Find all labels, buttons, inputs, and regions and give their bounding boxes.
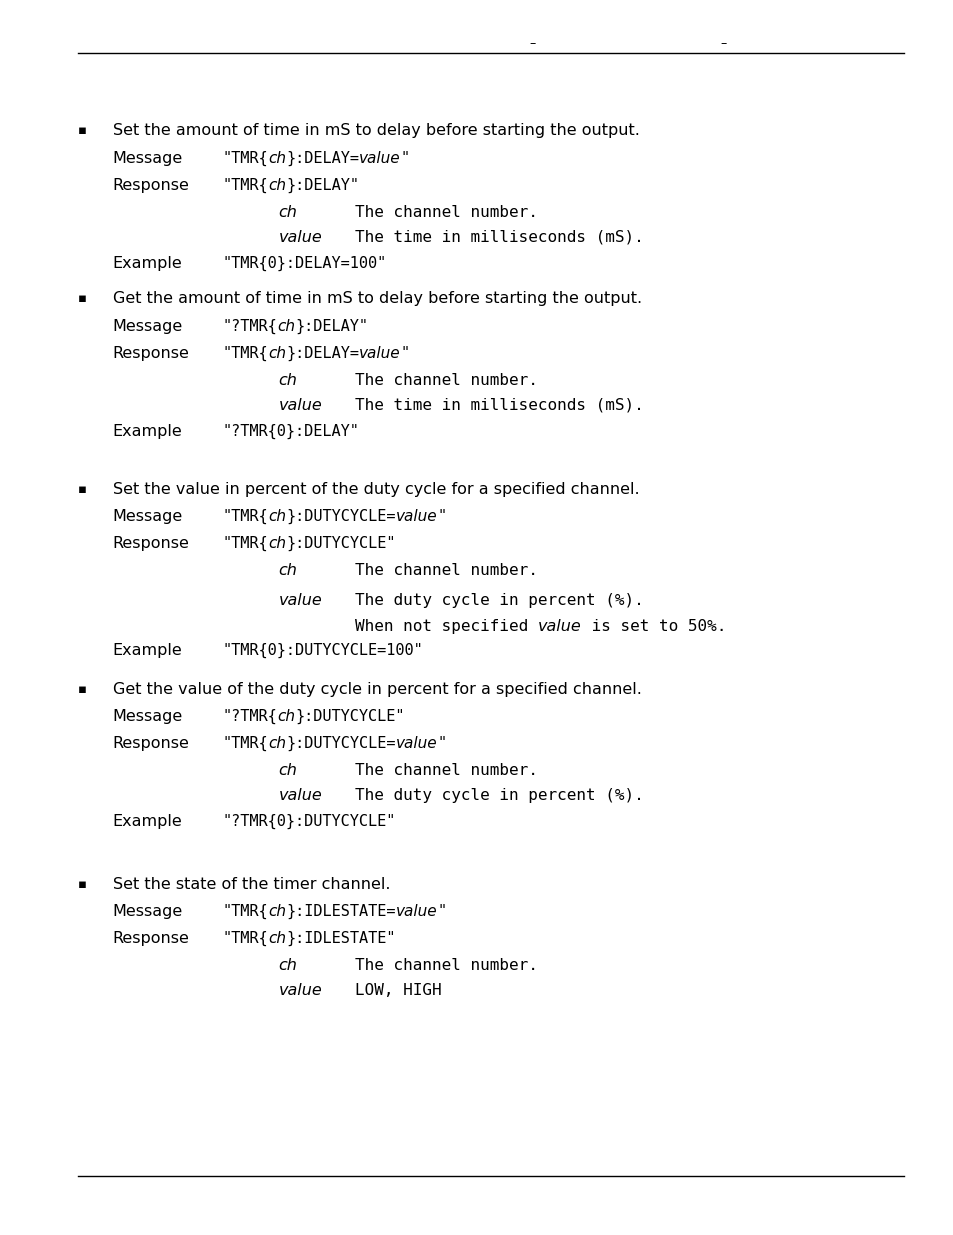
Text: ▪: ▪ (78, 483, 87, 495)
Text: "?TMR{0}:DELAY": "?TMR{0}:DELAY" (222, 424, 358, 438)
Text: value: value (395, 736, 436, 751)
Text: Example: Example (112, 424, 182, 438)
Text: Message: Message (112, 319, 183, 333)
Text: Response: Response (112, 931, 190, 946)
Text: Message: Message (112, 151, 183, 165)
Text: Response: Response (112, 736, 190, 751)
Text: "TMR{: "TMR{ (222, 536, 268, 551)
Text: value: value (278, 983, 322, 998)
Text: The duty cycle in percent (%).: The duty cycle in percent (%). (355, 593, 643, 608)
Text: value: value (278, 593, 322, 608)
Text: "TMR{: "TMR{ (222, 509, 268, 524)
Text: ch: ch (276, 709, 294, 724)
Text: value: value (358, 151, 400, 165)
Text: ch: ch (278, 205, 297, 220)
Text: }:DUTYCYCLE=: }:DUTYCYCLE= (286, 736, 395, 751)
Text: Set the state of the timer channel.: Set the state of the timer channel. (112, 877, 390, 892)
Text: ▪: ▪ (78, 293, 87, 305)
Text: value: value (537, 619, 581, 635)
Text: Example: Example (112, 256, 182, 270)
Text: The channel number.: The channel number. (355, 373, 537, 388)
Text: value: value (395, 904, 436, 919)
Text: "TMR{: "TMR{ (222, 178, 268, 193)
Text: value: value (358, 346, 400, 361)
Text: LOW, HIGH: LOW, HIGH (355, 983, 441, 998)
Text: "?TMR{: "?TMR{ (222, 319, 276, 333)
Text: is set to 50%.: is set to 50%. (581, 619, 725, 635)
Text: The channel number.: The channel number. (355, 958, 537, 973)
Text: ▪: ▪ (78, 125, 87, 137)
Text: }:IDLESTATE": }:IDLESTATE" (286, 931, 395, 946)
Text: The time in milliseconds (mS).: The time in milliseconds (mS). (355, 398, 643, 412)
Text: }:DELAY=: }:DELAY= (286, 346, 358, 361)
Text: }:DUTYCYCLE": }:DUTYCYCLE" (294, 709, 404, 724)
Text: value: value (278, 230, 322, 245)
Text: ch: ch (268, 904, 286, 919)
Text: ch: ch (268, 151, 286, 165)
Text: ch: ch (278, 563, 297, 578)
Text: Get the value of the duty cycle in percent for a specified channel.: Get the value of the duty cycle in perce… (112, 682, 640, 697)
Text: }:DUTYCYCLE": }:DUTYCYCLE" (286, 536, 395, 551)
Text: ch: ch (268, 509, 286, 524)
Text: value: value (278, 788, 322, 803)
Text: ch: ch (268, 178, 286, 193)
Text: Message: Message (112, 904, 183, 919)
Text: ch: ch (268, 931, 286, 946)
Text: "TMR{: "TMR{ (222, 151, 268, 165)
Text: Response: Response (112, 536, 190, 551)
Text: Example: Example (112, 643, 182, 658)
Text: value: value (278, 398, 322, 412)
Text: Set the value in percent of the duty cycle for a specified channel.: Set the value in percent of the duty cyc… (112, 482, 639, 496)
Text: –: – (720, 37, 725, 49)
Text: Message: Message (112, 709, 183, 724)
Text: ch: ch (268, 346, 286, 361)
Text: Message: Message (112, 509, 183, 524)
Text: "TMR{: "TMR{ (222, 736, 268, 751)
Text: The channel number.: The channel number. (355, 763, 537, 778)
Text: Set the amount of time in mS to delay before starting the output.: Set the amount of time in mS to delay be… (112, 124, 639, 138)
Text: "TMR{0}:DELAY=100": "TMR{0}:DELAY=100" (222, 256, 386, 270)
Text: Get the amount of time in mS to delay before starting the output.: Get the amount of time in mS to delay be… (112, 291, 641, 306)
Text: ": " (400, 151, 409, 165)
Text: ▪: ▪ (78, 878, 87, 890)
Text: Example: Example (112, 814, 182, 829)
Text: "TMR{: "TMR{ (222, 346, 268, 361)
Text: ch: ch (278, 958, 297, 973)
Text: The duty cycle in percent (%).: The duty cycle in percent (%). (355, 788, 643, 803)
Text: ": " (436, 509, 446, 524)
Text: "TMR{0}:DUTYCYCLE=100": "TMR{0}:DUTYCYCLE=100" (222, 643, 422, 658)
Text: ": " (436, 736, 446, 751)
Text: ch: ch (268, 536, 286, 551)
Text: ch: ch (278, 763, 297, 778)
Text: When not specified: When not specified (355, 619, 537, 635)
Text: ch: ch (276, 319, 294, 333)
Text: The channel number.: The channel number. (355, 563, 537, 578)
Text: }:DUTYCYCLE=: }:DUTYCYCLE= (286, 509, 395, 524)
Text: Response: Response (112, 178, 190, 193)
Text: ch: ch (278, 373, 297, 388)
Text: "TMR{: "TMR{ (222, 931, 268, 946)
Text: value: value (395, 509, 436, 524)
Text: }:DELAY=: }:DELAY= (286, 151, 358, 165)
Text: ": " (436, 904, 446, 919)
Text: "TMR{: "TMR{ (222, 904, 268, 919)
Text: }:IDLESTATE=: }:IDLESTATE= (286, 904, 395, 919)
Text: The channel number.: The channel number. (355, 205, 537, 220)
Text: Response: Response (112, 346, 190, 361)
Text: }:DELAY": }:DELAY" (294, 319, 368, 333)
Text: ": " (400, 346, 409, 361)
Text: "?TMR{: "?TMR{ (222, 709, 276, 724)
Text: ▪: ▪ (78, 683, 87, 695)
Text: –: – (529, 37, 535, 49)
Text: }:DELAY": }:DELAY" (286, 178, 358, 193)
Text: The time in milliseconds (mS).: The time in milliseconds (mS). (355, 230, 643, 245)
Text: "?TMR{0}:DUTYCYCLE": "?TMR{0}:DUTYCYCLE" (222, 814, 395, 829)
Text: ch: ch (268, 736, 286, 751)
